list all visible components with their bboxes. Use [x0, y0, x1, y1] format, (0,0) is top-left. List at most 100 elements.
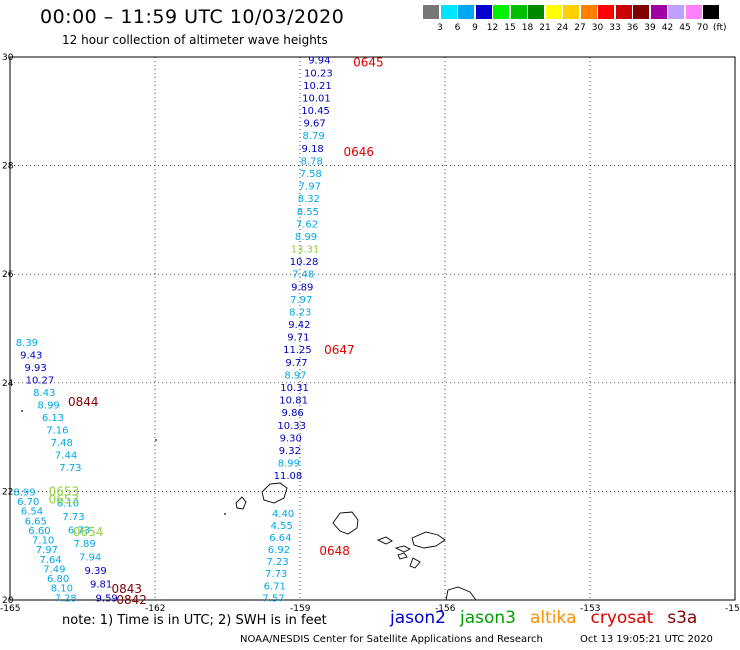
scale-swatch — [633, 5, 649, 19]
track-value: 13.31 — [291, 245, 320, 256]
track-value: 7.97 — [299, 182, 321, 193]
scale-swatch — [703, 5, 719, 19]
scale-label: 24 — [556, 23, 569, 33]
track-value: 6.73 — [68, 525, 90, 536]
track-value: 9.86 — [282, 408, 304, 419]
track-value: 7.57 — [262, 593, 284, 604]
lon-tick-label: -159 — [290, 604, 311, 614]
scale-label: 39 — [644, 23, 656, 33]
island-outline — [376, 536, 393, 545]
track-value: 7.73 — [265, 569, 287, 580]
pass-time-label: 0844 — [68, 395, 99, 409]
lon-tick-label: -156 — [435, 604, 456, 614]
track-value: 6.60 — [28, 526, 50, 537]
track-value: 10.01 — [302, 93, 331, 104]
track-value: 9.43 — [20, 351, 42, 362]
track-value: 7.62 — [296, 219, 318, 230]
scale-swatch — [598, 5, 614, 19]
track-value: 10.21 — [303, 81, 332, 92]
track-value: 6.13 — [42, 413, 64, 424]
track-value: 7.28 — [54, 593, 76, 604]
scale-swatch — [668, 5, 684, 19]
pass-time-label: 0647 — [324, 343, 355, 357]
lat-tick-label: 20 — [2, 596, 14, 606]
scale-label: 27 — [574, 23, 586, 33]
track-value: 7.97 — [36, 545, 58, 556]
track-value: 10.27 — [26, 376, 55, 387]
scale-unit: (ft) — [713, 23, 727, 33]
pass-time-label: 0654 — [73, 525, 104, 539]
track-value: 8.32 — [298, 194, 320, 205]
island-outline — [397, 552, 408, 560]
track-value: 9.89 — [291, 282, 313, 293]
scale-swatch — [458, 5, 474, 19]
scale-label: 33 — [609, 23, 621, 33]
track-value: 8.97 — [284, 370, 306, 381]
legend-jason2: jason2 — [390, 608, 446, 628]
track-value: 7.58 — [300, 169, 322, 180]
track-value: 10.81 — [279, 396, 308, 407]
map-title: 00:00 – 11:59 UTC 10/03/2020 — [40, 6, 345, 28]
pass-time-label: 0648 — [319, 544, 350, 558]
track-value: 9.77 — [285, 358, 307, 369]
track-value: 6.54 — [21, 507, 43, 518]
footer-credit: NOAA/NESDIS Center for Satellite Applica… — [240, 634, 543, 645]
map-subtitle: 12 hour collection of altimeter wave hei… — [62, 33, 328, 47]
track-value: 7.73 — [59, 463, 81, 474]
track-value: 10.45 — [301, 106, 330, 117]
track-value: 6.65 — [25, 516, 47, 527]
map-frame — [9, 56, 736, 601]
track-value: 7.16 — [46, 425, 68, 436]
track-value: 7.73 — [62, 512, 84, 523]
scale-swatch — [580, 5, 597, 19]
scale-label: 30 — [591, 23, 604, 33]
legend-s3a: s3a — [667, 608, 698, 628]
scale-label: 21 — [539, 23, 551, 33]
scale-label: 12 — [486, 23, 499, 33]
track-value: 7.10 — [32, 536, 54, 547]
track-value: 9.59 — [96, 593, 118, 604]
track-value: 8.23 — [289, 307, 311, 318]
scale-label: 18 — [521, 23, 534, 33]
track-value: 8.10 — [51, 584, 73, 595]
track-value: 9.71 — [287, 333, 309, 344]
lat-tick-label: 30 — [2, 53, 14, 63]
scale-swatch — [685, 5, 702, 19]
scale-label: 70 — [696, 23, 709, 33]
lon-tick-label: -162 — [145, 604, 165, 614]
track-value: 4.40 — [272, 509, 294, 520]
track-value: 10.33 — [277, 421, 306, 432]
island-outline — [445, 586, 477, 601]
pass-time-label: 0646 — [344, 145, 375, 159]
islet — [155, 439, 157, 441]
lon-tick-label: -165 — [0, 604, 20, 614]
pass-time-label: 0653 — [49, 493, 80, 507]
scale-label: 42 — [661, 23, 674, 33]
scale-label: 9 — [472, 23, 478, 33]
scale-swatch — [615, 5, 632, 19]
pass-time-label: 0842 — [116, 593, 147, 607]
track-value: 9.32 — [279, 446, 301, 457]
scale-label: 3 — [437, 23, 443, 33]
track-value: 8.79 — [302, 131, 324, 142]
track-value: 7.48 — [51, 438, 73, 449]
scale-swatch — [493, 5, 509, 19]
track-value: 9.67 — [303, 119, 325, 130]
footer-timestamp: Oct 13 19:05:21 UTC 2020 — [580, 634, 713, 645]
track-value: 7.48 — [292, 270, 314, 281]
scale-swatch — [545, 5, 562, 19]
track-value: 6.64 — [269, 533, 291, 544]
track-value: 6.80 — [47, 574, 69, 585]
note-text: note: 1) Time is in UTC; 2) SWH is in fe… — [62, 613, 327, 628]
scale-swatch — [440, 5, 457, 19]
track-value: 10.23 — [304, 68, 333, 79]
pass-time-label: 0653 — [49, 484, 80, 498]
lat-tick-label: 28 — [2, 162, 14, 172]
scale-swatch — [510, 5, 527, 19]
track-value: 11.08 — [274, 471, 303, 482]
track-value: 9.30 — [280, 433, 302, 444]
scale-label: 36 — [626, 23, 639, 33]
track-value: 7.97 — [290, 295, 312, 306]
track-value: 6.92 — [268, 545, 290, 556]
